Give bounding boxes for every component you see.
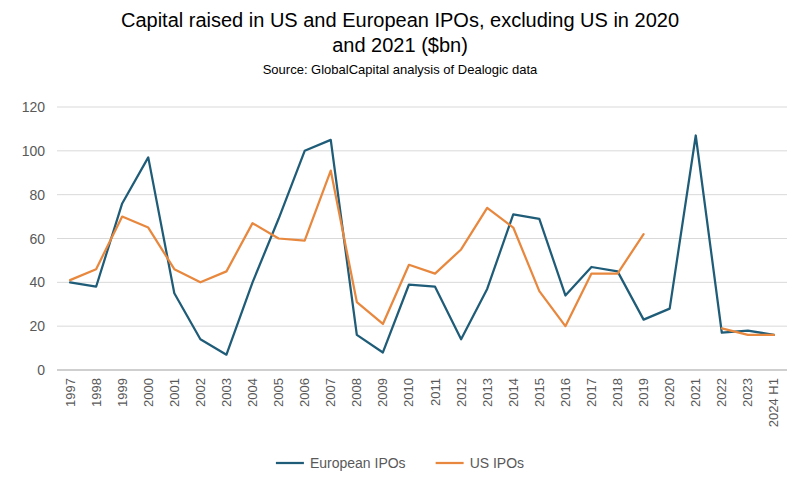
grid-line [57, 282, 787, 283]
x-tick-label: 2024 H1 [766, 378, 781, 427]
x-tick-label: 1999 [115, 378, 130, 407]
x-tick-label: 2015 [532, 378, 547, 407]
legend-swatch [276, 462, 304, 464]
x-tick-label: 2019 [636, 378, 651, 407]
y-tick-label: 100 [22, 143, 46, 159]
x-tick-label: 2004 [245, 378, 260, 407]
chart: 0 20 40 60 80 100 120 1997 1998 1999 2000 2001 2002 2… [0, 0, 800, 493]
y-tick-label: 0 [37, 362, 45, 378]
x-tick-label: 2000 [141, 378, 156, 407]
x-tick-label: 2001 [167, 378, 182, 407]
grid-line [57, 194, 787, 195]
x-tick-label: 2005 [271, 378, 286, 407]
grid-line [57, 370, 787, 371]
x-tick-label: 1998 [89, 378, 104, 407]
x-tick-label: 2021 [688, 378, 703, 407]
x-tick-label: 2022 [714, 378, 729, 407]
legend-swatch [436, 462, 464, 464]
x-tick-label: 2023 [740, 378, 755, 407]
legend-label: European IPOs [310, 455, 406, 471]
x-tick-label: 2003 [219, 378, 234, 407]
x-tick-label: 1997 [63, 378, 78, 407]
x-axis-line [57, 370, 787, 371]
series-group [70, 135, 774, 354]
x-tick-label: 2012 [454, 378, 469, 407]
grid-line [57, 107, 787, 108]
x-tick-label: 2017 [584, 378, 599, 407]
x-tick-label: 2009 [375, 378, 390, 407]
y-tick-label: 80 [29, 187, 45, 203]
chart-subtitle: Source: GlobalCapital analysis of Dealog… [0, 62, 800, 77]
chart-title: Capital raised in US and European IPOs, … [110, 8, 690, 58]
x-tick-label: 2013 [480, 378, 495, 407]
grid-line [57, 150, 787, 151]
x-tick-label: 2007 [323, 378, 338, 407]
x-tick-label: 2018 [610, 378, 625, 407]
legend: European IPOs US IPOs [276, 455, 524, 471]
y-tick-label: 60 [29, 231, 45, 247]
y-tick-label: 20 [29, 318, 45, 334]
x-tick-label: 2008 [349, 378, 364, 407]
y-tick-label: 120 [22, 99, 46, 115]
x-tick-label: 2006 [297, 378, 312, 407]
y-tick-label: 40 [29, 274, 45, 290]
series-line [70, 135, 774, 354]
grid-line [57, 326, 787, 327]
legend-label: US IPOs [470, 455, 524, 471]
series-line [70, 171, 774, 335]
x-tick-label: 2011 [428, 378, 443, 406]
grid-line [57, 238, 787, 239]
x-tick-label: 2010 [401, 378, 416, 407]
x-tick-label: 2014 [506, 378, 521, 407]
x-tick-label: 2020 [662, 378, 677, 407]
x-tick-label: 2016 [558, 378, 573, 407]
x-tick-label: 2002 [193, 378, 208, 407]
